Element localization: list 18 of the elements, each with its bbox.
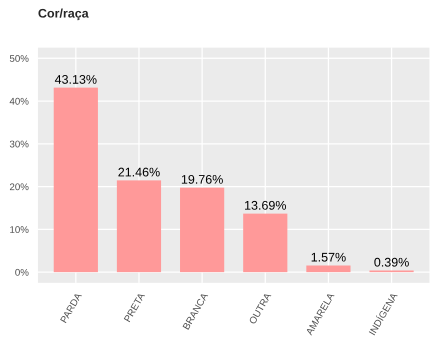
y-tick-label: 10% [10, 226, 29, 234]
y-tick-label: 30% [10, 140, 29, 148]
bar [54, 88, 98, 272]
y-tick-label: 20% [10, 183, 29, 190]
data-label: 13.69% [245, 200, 286, 210]
y-tick-label: 50% [10, 55, 29, 62]
bar [243, 214, 288, 272]
data-label: 21.46% [118, 168, 160, 177]
data-label: 1.57% [312, 252, 346, 262]
bar [116, 180, 162, 272]
chart-title: Cor/raça [38, 8, 89, 20]
data-label: 0.39% [374, 258, 409, 267]
bar [306, 265, 351, 272]
data-label: 43.13% [54, 74, 97, 84]
bar [180, 188, 224, 272]
y-tick-label: 0% [15, 268, 29, 276]
data-label: 19.76% [182, 174, 223, 184]
y-tick-label: 40% [10, 98, 29, 105]
